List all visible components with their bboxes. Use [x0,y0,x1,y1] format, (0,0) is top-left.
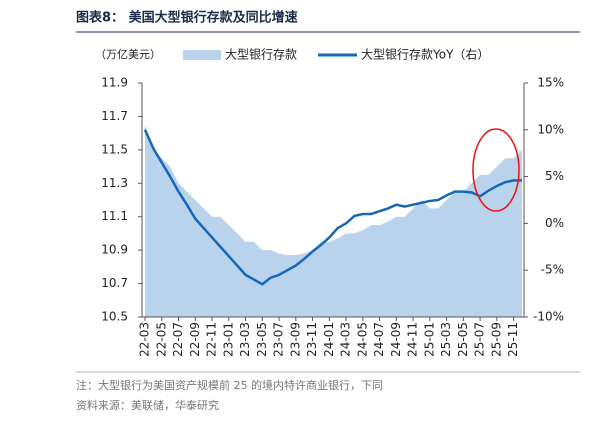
legend-swatch [183,50,221,60]
x-tick-label: 24-03 [339,322,353,357]
y-tick-label: 11.3 [101,176,128,190]
y2-tick-label: 5% [545,169,564,183]
note: 注：大型银行为美国资产规模前 25 的境内特许商业银行，下同 [76,378,383,392]
x-tick-label: 25-07 [473,322,487,357]
y2-tick-label: 0% [545,216,564,230]
area [145,124,522,318]
x-tick-label: 22-11 [205,322,219,357]
x-tick-label: 22-07 [171,322,185,357]
y2-tick-label: 15% [537,76,564,90]
x-tick-label: 23-11 [305,322,319,357]
legend-label: 大型银行存款YoY（右） [361,47,489,62]
highlight-ellipse [472,128,520,212]
x-tick-label: 23-05 [255,322,269,357]
x-tick-label: 24-11 [406,322,420,357]
y2-tick-label: -10% [533,310,564,324]
x-tick-label: 25-01 [422,322,436,357]
x-tick-label: 22-05 [154,322,168,357]
y-axis-label: （万亿美元） [95,48,161,61]
source: 资料来源：美联储，华泰研究 [76,398,219,412]
legend-label: 大型银行存款 [225,48,297,62]
y2-tick-label: 10% [537,122,564,136]
y-tick-label: 11.7 [101,109,128,123]
y-tick-label: 11.9 [101,76,128,90]
chart-title: 图表8： 美国大型银行存款及同比增速 [76,10,298,26]
x-tick-label: 25-05 [456,322,470,357]
line [143,129,522,286]
x-tick-label: 25-09 [489,322,503,357]
x-tick-label: 22-03 [138,322,152,357]
x-tick-label: 23-03 [238,322,252,357]
x-tick-label: 25-03 [439,322,453,357]
x-tick-label: 24-09 [389,322,403,357]
y2-tick-label: -5% [541,263,564,277]
x-tick-label: 24-01 [322,322,336,357]
x-tick-label: 23-01 [221,322,235,357]
y-tick-label: 11.1 [101,209,128,223]
y-tick-label: 11.5 [101,142,128,156]
y-tick-label: 10.9 [101,243,128,257]
x-tick-label: 24-05 [355,322,369,357]
y-tick-label: 10.5 [101,310,128,324]
x-tick-label: 23-09 [288,322,302,357]
y-tick-label: 10.7 [101,276,128,290]
x-tick-label: 25-11 [506,322,520,357]
x-tick-label: 22-09 [188,322,202,357]
x-tick-label: 24-07 [372,322,386,357]
x-tick-label: 23-07 [272,322,286,357]
